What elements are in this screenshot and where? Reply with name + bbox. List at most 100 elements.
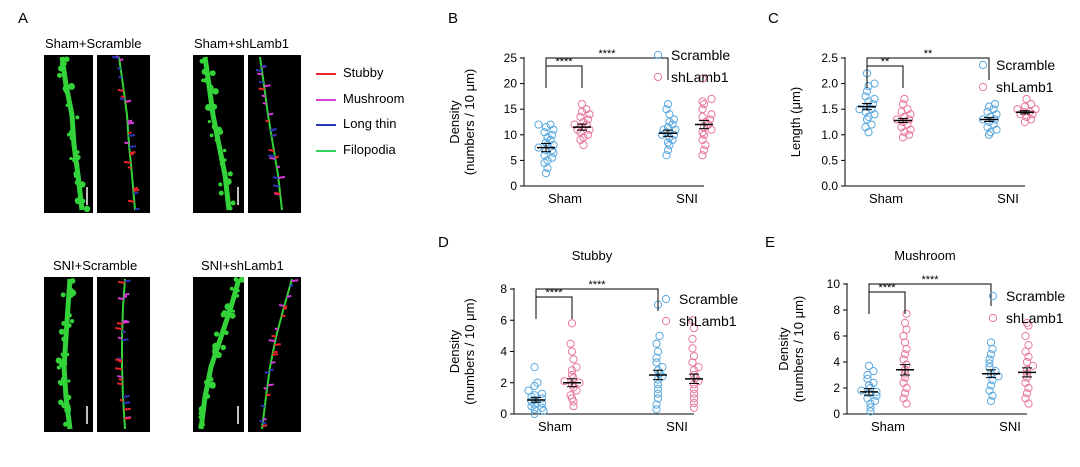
data-point [870, 79, 879, 88]
dendrite-spine [71, 139, 76, 144]
y-tick-label: 6 [500, 313, 507, 327]
traced-spine [269, 156, 276, 160]
data-point [990, 99, 1000, 109]
dendrite-spine [223, 158, 227, 162]
dendrite-spine [61, 336, 67, 342]
traced-spine [122, 395, 130, 398]
image-title-sni-scramble: SNI+Scramble [53, 258, 138, 273]
legend-label: shLamb1 [1006, 310, 1064, 326]
data-point [862, 87, 872, 96]
x-tick-label-sni: SNI [999, 419, 1021, 434]
traced-spine [119, 97, 126, 101]
dendrite-spine [220, 344, 227, 351]
data-point [689, 398, 699, 408]
data-point [652, 358, 661, 367]
y-tick-label: 8 [833, 303, 840, 317]
chart-panel-c: C 0.0 0.5 1.0 1.5 2.0 2.5 Length (μm) Sham SNI ** *… [768, 10, 1055, 206]
traced-spine [127, 119, 133, 123]
data-point [567, 319, 577, 328]
dendrite-spine [63, 61, 67, 66]
dendrite-spine [61, 320, 67, 326]
significance-bracket [866, 57, 990, 80]
y-tick-label: 2 [500, 376, 507, 390]
traced-spine [274, 343, 281, 347]
dendrite-spine [58, 399, 64, 406]
data-point [1028, 361, 1038, 370]
traced-spine [133, 188, 140, 192]
y-tick-label: 10 [827, 277, 841, 291]
traced-spine [262, 417, 267, 421]
data-point [688, 334, 697, 344]
significance-bracket [868, 283, 992, 306]
data-point [900, 350, 910, 359]
dendrite-spine [69, 135, 74, 141]
data-point [669, 115, 679, 124]
traced-spine [267, 154, 276, 158]
data-point [855, 105, 864, 114]
data-point [899, 394, 908, 403]
x-tick-label-sni: SNI [676, 191, 698, 206]
dendrite-spine [225, 199, 230, 204]
data-point [689, 352, 699, 361]
traced-spine [268, 148, 275, 152]
data-point [707, 110, 716, 119]
data-point [868, 99, 878, 109]
dendrite-spine [224, 303, 232, 311]
traced-spine [121, 338, 129, 342]
data-point [567, 347, 577, 356]
data-point [1031, 105, 1040, 114]
significance-label: **** [921, 274, 939, 286]
y-axis-label-line1: Density [447, 100, 462, 144]
data-point [1024, 341, 1033, 350]
traced-spine [118, 75, 123, 79]
data-point [857, 386, 866, 395]
dendrite-spine [198, 415, 202, 419]
data-point [900, 389, 910, 398]
dendrite-spine [201, 68, 208, 75]
dendrite-spine [235, 293, 240, 298]
traced-spine [115, 367, 123, 371]
data-point [652, 353, 661, 362]
traced-spine [116, 382, 123, 386]
data-point [662, 105, 671, 114]
dendrite-spine [55, 357, 62, 364]
data-point [867, 120, 876, 129]
data-point [653, 347, 663, 356]
traced-spine [129, 152, 135, 156]
traced-spine [117, 297, 124, 301]
dendrite-spine [230, 200, 236, 206]
dendrite-spine [76, 150, 80, 154]
legend-marker [653, 72, 663, 82]
chart-panel-d: D Stubby 0 2 4 6 8 Density (numbers / 10 μm) Sham… [438, 234, 738, 434]
data-point [985, 355, 994, 364]
data-point [985, 386, 994, 395]
data-point [534, 120, 543, 129]
data-point [688, 344, 697, 353]
traced-spine [265, 119, 270, 123]
traced-spine [122, 319, 128, 323]
data-point [870, 396, 880, 406]
dendrite-spine [211, 124, 217, 130]
dendrite-spine [216, 126, 222, 133]
legend-label: Scramble [679, 291, 738, 307]
traced-spine [265, 393, 271, 397]
y-tick-label: 20 [504, 77, 518, 91]
data-point [652, 339, 661, 348]
data-point [698, 128, 707, 137]
dendrite-spine [233, 277, 239, 282]
significance-bracket [535, 288, 659, 311]
data-point [986, 338, 996, 347]
traced-spine [123, 160, 131, 164]
traced-spine [127, 131, 132, 135]
data-point [866, 403, 875, 412]
traced-spine [123, 292, 130, 296]
traced-spine [127, 199, 135, 203]
legend-marker [978, 82, 988, 92]
data-point [653, 384, 663, 394]
x-tick-label-sham: Sham [538, 419, 572, 434]
data-point [867, 105, 876, 114]
traced-spine [258, 80, 264, 84]
traced-spine [120, 95, 125, 99]
dendrite-spine [67, 99, 72, 104]
dendrite-spine [225, 178, 232, 185]
